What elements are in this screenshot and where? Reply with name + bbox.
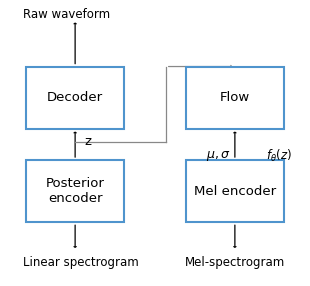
Text: $f_\theta(z)$: $f_\theta(z)$ bbox=[266, 148, 292, 164]
Text: Posterior
encoder: Posterior encoder bbox=[46, 177, 104, 205]
FancyBboxPatch shape bbox=[186, 67, 284, 129]
Text: Mel encoder: Mel encoder bbox=[194, 185, 276, 198]
Text: Decoder: Decoder bbox=[47, 91, 103, 104]
Text: Linear spectrogram: Linear spectrogram bbox=[23, 256, 139, 269]
FancyBboxPatch shape bbox=[186, 160, 284, 222]
Text: $\mu, \sigma$: $\mu, \sigma$ bbox=[206, 149, 230, 163]
Text: z: z bbox=[84, 135, 91, 148]
Text: Mel-spectrogram: Mel-spectrogram bbox=[185, 256, 285, 269]
FancyBboxPatch shape bbox=[26, 160, 124, 222]
Text: Raw waveform: Raw waveform bbox=[23, 9, 110, 21]
FancyBboxPatch shape bbox=[26, 67, 124, 129]
Text: Flow: Flow bbox=[220, 91, 250, 104]
